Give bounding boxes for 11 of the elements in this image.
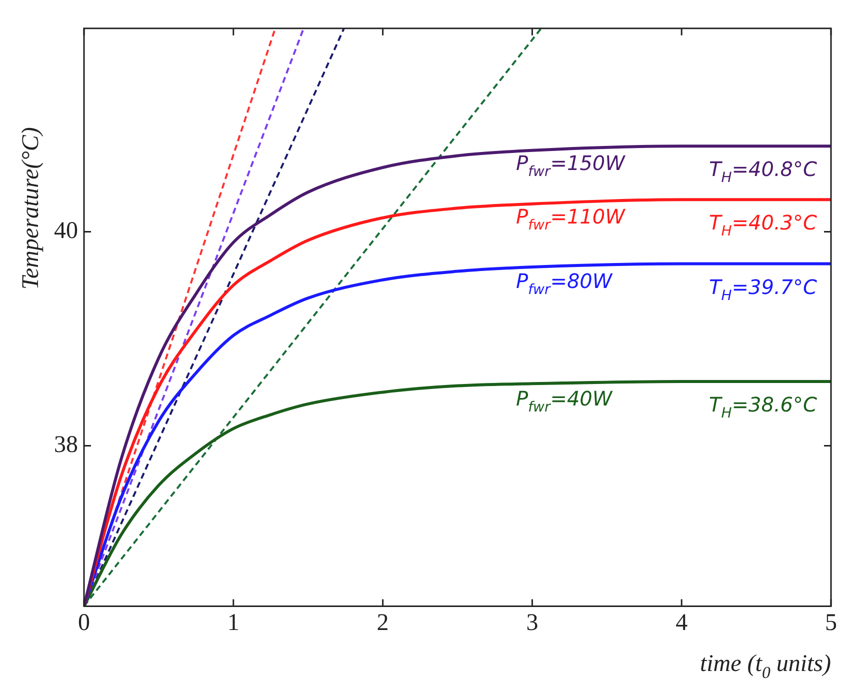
y-axis-title: Temperature(°C)	[18, 127, 44, 290]
x-tick-label: 4	[676, 610, 688, 636]
y-tick-label: 40	[54, 218, 78, 244]
y-tick-label: 38	[54, 432, 78, 458]
x-tick-label: 0	[78, 610, 90, 636]
x-tick-label: 1	[227, 610, 240, 636]
line-series	[84, 380, 831, 606]
x-tick-label: 5	[825, 610, 837, 636]
x-tick-label: 2	[376, 610, 389, 636]
line-series	[84, 262, 831, 606]
x-tick-label: 3	[526, 610, 538, 636]
